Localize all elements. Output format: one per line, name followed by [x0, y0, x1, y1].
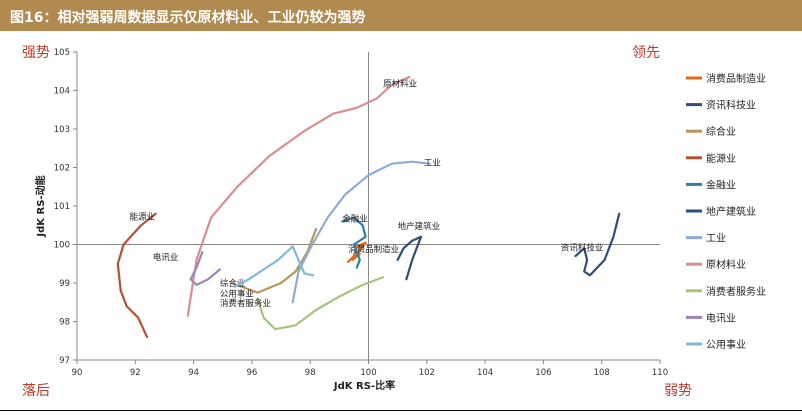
series-label-9: 消费者服务业	[220, 298, 271, 309]
series-line-9	[256, 276, 385, 331]
y-tick-label: 97	[59, 356, 70, 366]
series-line-2	[574, 212, 621, 277]
series-line-7	[291, 160, 431, 304]
series-label-8: 原材料业	[383, 79, 417, 90]
title-bar: 图16：相对强弱周数据显示仅原材料业、工业仍较为强势	[0, 0, 802, 31]
x-tick-label: 98	[305, 368, 316, 378]
legend-label-8: 原材料业	[706, 258, 746, 271]
x-tick-label: 96	[246, 368, 257, 378]
series-line-8	[186, 75, 411, 317]
x-tick-label: 94	[188, 368, 199, 378]
y-tick-label: 99	[59, 279, 70, 289]
legend-label-4: 能源业	[706, 152, 736, 165]
series-line-10	[189, 251, 221, 286]
legend-label-11: 公用事业	[706, 338, 746, 351]
quadrant-label-top-right: 领先	[632, 45, 660, 61]
y-tick-label: 100	[54, 241, 70, 251]
y-tick-label: 105	[54, 48, 70, 58]
y-tick-label: 104	[54, 87, 70, 97]
series-label-5: 金融业	[342, 213, 368, 224]
series-label-7: 工业	[424, 158, 441, 169]
series-line-4	[116, 212, 157, 338]
legend-label-3: 综合业	[706, 125, 736, 138]
x-tick-label: 108	[594, 368, 610, 378]
series-label-2: 资讯科技业	[561, 242, 604, 253]
x-tick-label: 104	[477, 368, 493, 378]
series-label-10: 电讯业	[153, 252, 179, 263]
series-line-6	[396, 235, 423, 281]
series-line-5	[341, 216, 367, 269]
series-line-3	[230, 228, 318, 294]
legend-label-7: 工业	[706, 233, 726, 245]
series-label-11: 公用事业	[220, 288, 254, 299]
legend-label-6: 地产建筑业	[706, 205, 756, 218]
y-tick-label: 98	[59, 318, 70, 328]
legend-label-1: 消费品制造业	[706, 72, 766, 85]
quadrant-label-bottom-right: 弱势	[664, 383, 692, 399]
legend-label-5: 金融业	[706, 178, 736, 191]
series-label-1: 消费品制造业	[348, 244, 399, 255]
series-label-4: 能源业	[129, 211, 155, 222]
x-tick-label: 92	[130, 368, 141, 378]
legend-label-2: 资讯科技业	[706, 99, 756, 112]
series-line-11	[233, 245, 315, 288]
legend-label-9: 消费者服务业	[706, 285, 766, 298]
x-tick-label: 106	[535, 368, 551, 378]
y-tick-label: 101	[54, 202, 70, 212]
x-axis-label: JdK RS-比率	[333, 379, 395, 392]
series-line-1	[347, 241, 367, 263]
series-label-3: 综合业	[220, 278, 246, 289]
figure-title: 图16：相对强弱周数据显示仅原材料业、工业仍较为强势	[10, 10, 366, 26]
series-label-6: 地产建筑业	[398, 221, 441, 232]
y-tick-label: 102	[54, 164, 70, 174]
y-axis-label: JdK RS-动能	[34, 175, 47, 237]
legend-label-10: 电讯业	[706, 311, 736, 324]
x-tick-label: 110	[652, 368, 668, 378]
quadrant-label-bottom-left: 落后	[22, 383, 50, 399]
y-tick-label: 103	[54, 125, 70, 135]
x-tick-label: 102	[419, 368, 435, 378]
bottom-rule	[0, 410, 802, 411]
quadrant-label-top-left: 强势	[22, 45, 50, 61]
x-tick-label: 100	[360, 368, 376, 378]
x-tick-label: 90	[72, 368, 83, 378]
